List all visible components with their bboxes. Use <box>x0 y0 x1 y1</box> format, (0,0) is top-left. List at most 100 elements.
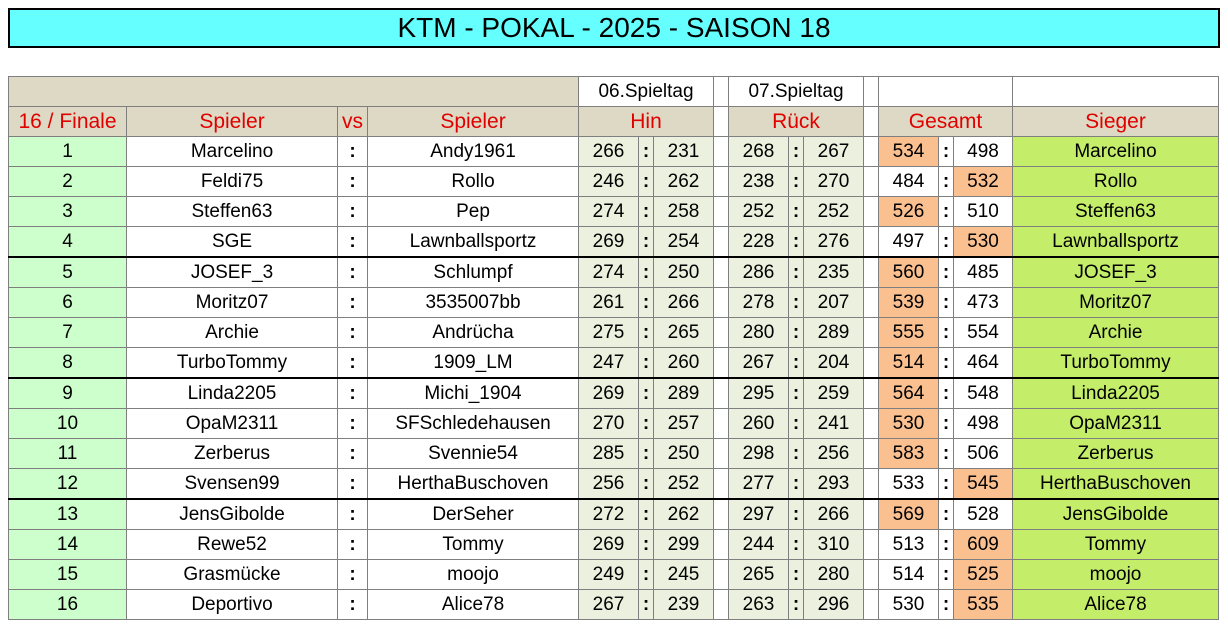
rueck-score-2: 235 <box>803 256 864 288</box>
player1-name: Deportivo <box>126 589 338 620</box>
rueck-score-2: 270 <box>803 166 864 197</box>
round-number: 3 <box>8 196 127 227</box>
column-gap <box>863 438 879 469</box>
player1-name: Feldi75 <box>126 166 338 197</box>
winner-name: Steffen63 <box>1012 196 1219 227</box>
hin-score-2: 252 <box>653 468 714 500</box>
total-score-2: 548 <box>953 377 1013 409</box>
total-score-2: 525 <box>953 559 1013 590</box>
hin-score-2: 245 <box>653 559 714 590</box>
hin-score-1: 267 <box>578 589 639 620</box>
rueck-separator: : <box>788 468 804 500</box>
vs-separator: : <box>337 468 368 500</box>
total-score-2: 485 <box>953 256 1013 288</box>
player2-name: moojo <box>367 559 579 590</box>
player1-name: Grasmücke <box>126 559 338 590</box>
rueck-separator: : <box>788 136 804 167</box>
total-score-1: 526 <box>878 196 939 227</box>
column-gap <box>713 166 729 197</box>
vs-separator: : <box>337 226 368 258</box>
hin-score-2: 258 <box>653 196 714 227</box>
player2-header: Spieler <box>367 106 579 137</box>
player2-name: Pep <box>367 196 579 227</box>
hin-score-1: 269 <box>578 529 639 560</box>
round-header: 16 / Finale <box>8 106 127 137</box>
hin-score-2: 262 <box>653 498 714 530</box>
header-gap <box>863 106 879 137</box>
round-number: 12 <box>8 468 127 500</box>
total-score-2: 528 <box>953 498 1013 530</box>
table-row: 9 Linda2205: Michi_1904 269:289 295:259 564:5… <box>8 377 1219 409</box>
player2-name: Andrücha <box>367 317 579 348</box>
hin-separator: : <box>638 317 654 348</box>
total-score-1: 583 <box>878 438 939 469</box>
spieltag-header-row: 06.Spieltag 07.Spieltag <box>8 76 1219 107</box>
table-row: 11 Zerberus: Svennie54 285:250 298:256 583:50… <box>8 438 1219 469</box>
total-score-1: 534 <box>878 136 939 167</box>
player2-name: Schlumpf <box>367 256 579 288</box>
table-row: 8 TurboTommy:1909_LM 247:260 267:204 514:464… <box>8 347 1219 379</box>
rueck-score-2: 207 <box>803 287 864 318</box>
table-row: 6 Moritz07:3535007bb 261:266 278:207 539:473… <box>8 287 1219 318</box>
round-number: 15 <box>8 559 127 590</box>
table-row: 5 JOSEF_3: Schlumpf 274:250 286:235 560:485 JO… <box>8 256 1219 288</box>
total-separator: : <box>938 529 954 560</box>
total-score-2: 535 <box>953 589 1013 620</box>
player1-name: Rewe52 <box>126 529 338 560</box>
player1-name: Moritz07 <box>126 287 338 318</box>
hin-score-1: 247 <box>578 347 639 379</box>
total-separator: : <box>938 589 954 620</box>
rueck-score-2: 267 <box>803 136 864 167</box>
total-score-2: 510 <box>953 196 1013 227</box>
total-score-1: 564 <box>878 377 939 409</box>
winner-name: moojo <box>1012 559 1219 590</box>
rueck-score-1: 297 <box>728 498 789 530</box>
total-score-1: 555 <box>878 317 939 348</box>
vs-separator: : <box>337 347 368 379</box>
winner-name: Tommy <box>1012 529 1219 560</box>
column-gap <box>863 287 879 318</box>
column-gap <box>713 347 729 379</box>
player1-name: Steffen63 <box>126 196 338 227</box>
rueck-score-1: 277 <box>728 468 789 500</box>
rueck-score-2: 266 <box>803 498 864 530</box>
hin-score-1: 274 <box>578 196 639 227</box>
total-separator: : <box>938 438 954 469</box>
table-row: 13 JensGibolde: DerSeher 272:262 297:266 569:… <box>8 498 1219 530</box>
player1-header: Spieler <box>126 106 338 137</box>
hin-separator: : <box>638 377 654 409</box>
vs-separator: : <box>337 498 368 530</box>
total-separator: : <box>938 256 954 288</box>
column-gap <box>713 256 729 288</box>
column-gap <box>863 226 879 258</box>
total-score-2: 498 <box>953 408 1013 439</box>
page-title: KTM - POKAL - 2025 - SAISON 18 <box>8 8 1220 48</box>
hin-score-2: 231 <box>653 136 714 167</box>
total-separator: : <box>938 408 954 439</box>
vs-separator: : <box>337 408 368 439</box>
total-separator: : <box>938 347 954 379</box>
total-score-1: 514 <box>878 347 939 379</box>
rueck-score-2: 252 <box>803 196 864 227</box>
round-number: 2 <box>8 166 127 197</box>
rueck-separator: : <box>788 196 804 227</box>
column-gap <box>863 256 879 288</box>
hin-score-1: 266 <box>578 136 639 167</box>
column-gap <box>863 529 879 560</box>
total-score-1: 533 <box>878 468 939 500</box>
rueck-score-1: 252 <box>728 196 789 227</box>
round-number: 7 <box>8 317 127 348</box>
total-score-2: 530 <box>953 226 1013 258</box>
total-score-2: 532 <box>953 166 1013 197</box>
hin-score-1: 272 <box>578 498 639 530</box>
vs-separator: : <box>337 377 368 409</box>
total-separator: : <box>938 317 954 348</box>
hin-score-1: 246 <box>578 166 639 197</box>
gesamt-header: Gesamt <box>878 106 1013 137</box>
rueck-separator: : <box>788 589 804 620</box>
hin-score-2: 257 <box>653 408 714 439</box>
winner-name: Zerberus <box>1012 438 1219 469</box>
rueck-separator: : <box>788 377 804 409</box>
header-blank <box>8 76 579 107</box>
player2-name: 1909_LM <box>367 347 579 379</box>
